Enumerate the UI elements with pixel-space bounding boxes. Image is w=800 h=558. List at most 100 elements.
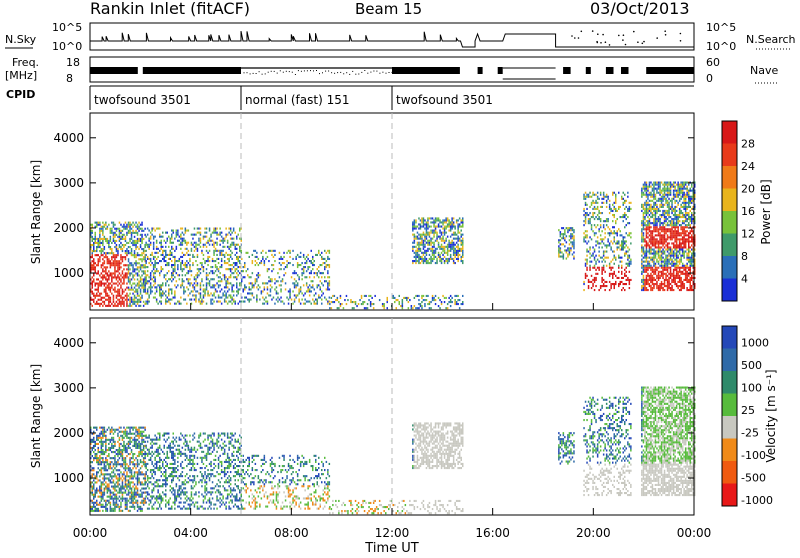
data-cell [116, 244, 118, 246]
data-cell [652, 279, 654, 281]
data-cell [658, 244, 660, 246]
data-cell [265, 301, 267, 303]
data-cell [661, 271, 663, 273]
data-cell [415, 250, 417, 252]
data-cell [610, 232, 612, 234]
data-cell [108, 276, 110, 278]
data-cell [677, 222, 679, 224]
data-cell [656, 182, 658, 184]
data-cell [653, 238, 655, 240]
data-cell [646, 220, 648, 222]
data-cell [662, 210, 664, 212]
data-cell [415, 252, 417, 254]
data-cell [105, 256, 107, 258]
data-cell [623, 202, 625, 204]
data-cell [174, 266, 176, 268]
data-cell [686, 287, 688, 289]
data-cell [329, 266, 331, 268]
data-cell [586, 196, 588, 198]
data-cell [641, 196, 643, 198]
data-cell [216, 234, 218, 236]
data-cell [658, 240, 660, 242]
data-cell [652, 275, 654, 277]
data-cell [665, 277, 667, 279]
data-cell [135, 264, 137, 266]
data-cell [241, 270, 243, 272]
data-cell [198, 268, 200, 270]
data-cell [244, 262, 246, 264]
data-cell [420, 219, 422, 221]
data-cell [649, 224, 651, 226]
data-cell [612, 214, 614, 216]
data-cell [441, 260, 443, 262]
data-cell [138, 248, 140, 250]
data-cell [665, 261, 667, 263]
data-cell [147, 274, 149, 276]
data-cell [679, 200, 681, 202]
data-cell [122, 226, 124, 228]
data-cell [101, 276, 103, 278]
data-cell [459, 254, 461, 256]
data-cell [230, 301, 232, 303]
freq-panel: Freq. [MHz] 18 8 60 0 Nave [5, 56, 778, 85]
data-cell [141, 287, 143, 289]
data-cell [626, 214, 628, 216]
data-cell [453, 248, 455, 250]
data-cell [93, 437, 95, 439]
data-cell [646, 267, 648, 269]
data-cell [661, 206, 663, 208]
data-cell [96, 283, 98, 285]
data-cell [157, 248, 159, 250]
data-cell [682, 242, 684, 244]
data-cell [209, 280, 211, 282]
data-cell [673, 273, 675, 275]
data-cell [157, 252, 159, 254]
data-cell [461, 256, 463, 258]
data-cell [327, 272, 329, 274]
data-cell [314, 288, 316, 290]
data-cell [320, 286, 322, 288]
data-cell [561, 237, 563, 239]
data-cell [96, 303, 98, 305]
data-cell [219, 252, 221, 254]
data-cell [420, 236, 422, 238]
data-cell [244, 276, 246, 278]
data-cell [98, 260, 100, 262]
data-cell [650, 269, 652, 271]
data-cell [147, 244, 149, 246]
data-cell [128, 299, 130, 301]
data-cell [671, 234, 673, 236]
data-cell [150, 290, 152, 292]
data-cell [461, 236, 463, 238]
data-cell [601, 240, 603, 242]
data-cell [182, 262, 184, 264]
data-cell [105, 289, 107, 291]
data-cell [670, 287, 672, 289]
data-cell [615, 220, 617, 222]
data-cell [182, 240, 184, 242]
data-cell [227, 268, 229, 270]
data-cell [173, 270, 175, 272]
data-cell [145, 282, 147, 284]
data-cell [423, 299, 425, 301]
data-cell [451, 240, 453, 242]
data-cell [368, 299, 370, 301]
data-cell [408, 307, 410, 309]
data-cell [128, 242, 130, 244]
data-cell [225, 234, 227, 236]
data-cell [653, 208, 655, 210]
data-cell [110, 246, 112, 248]
data-cell [165, 242, 167, 244]
data-cell [667, 184, 669, 186]
data-cell [462, 234, 464, 236]
data-cell [607, 232, 609, 234]
data-cell [92, 439, 94, 441]
data-cell [685, 269, 687, 271]
data-cell [131, 252, 133, 254]
data-cell [420, 248, 422, 250]
data-cell [143, 291, 145, 293]
data-cell [652, 236, 654, 238]
data-cell [304, 276, 306, 278]
data-cell [424, 250, 426, 252]
data-cell [215, 232, 217, 234]
